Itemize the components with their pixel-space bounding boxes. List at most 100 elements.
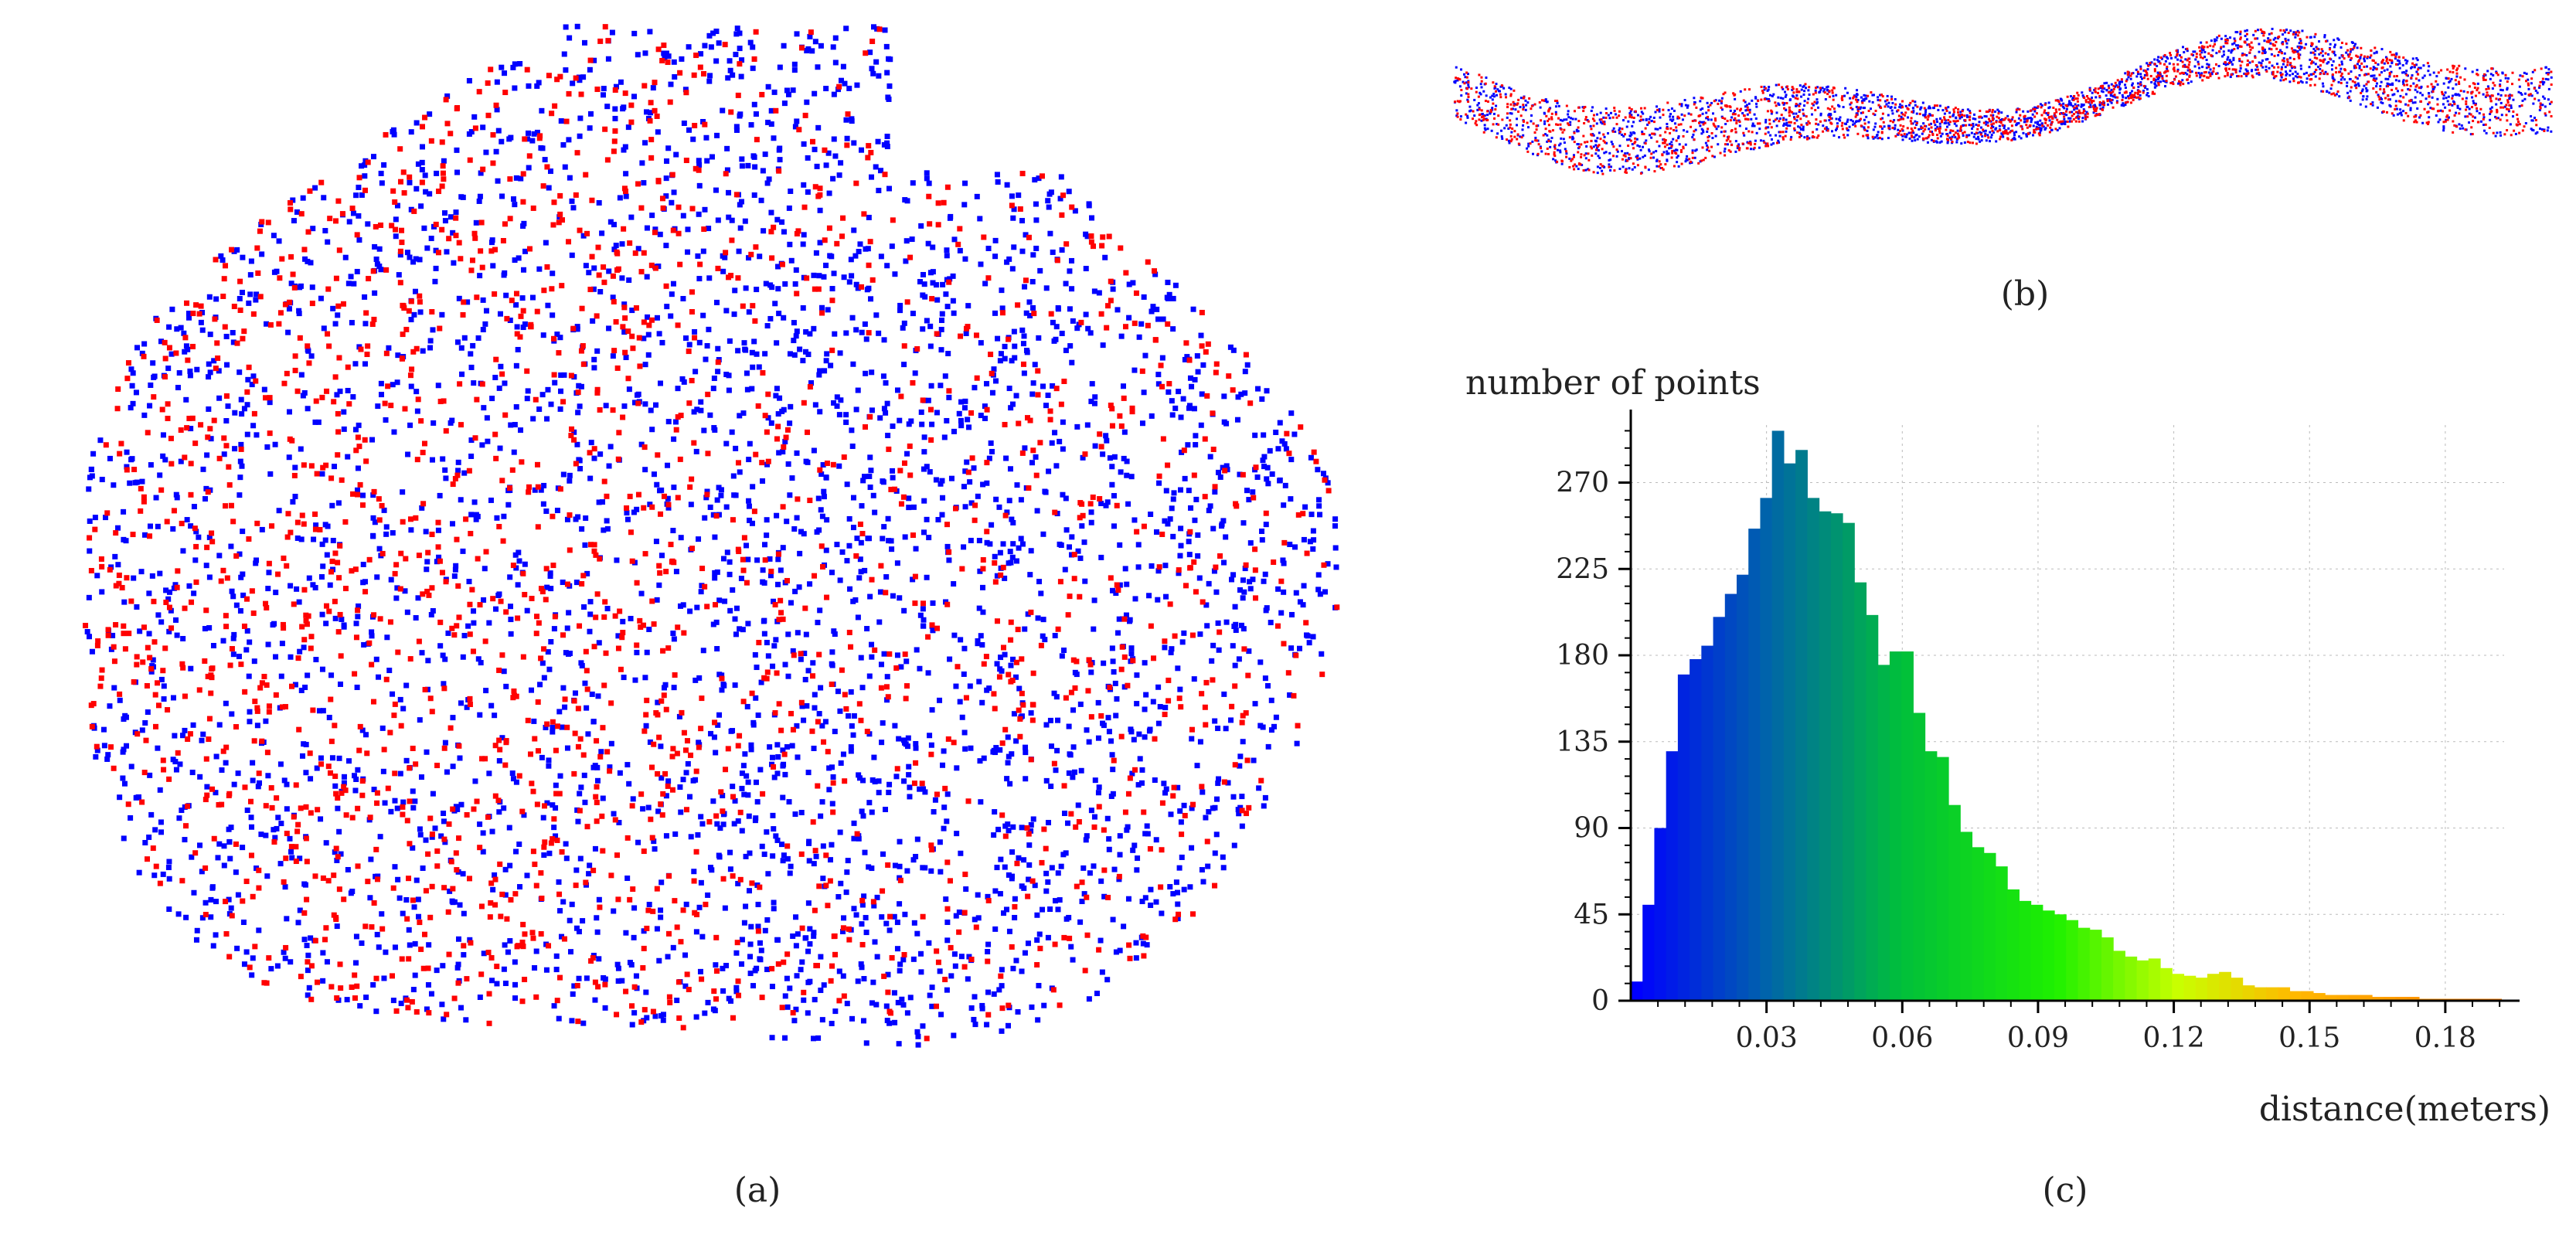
point: [194, 927, 200, 933]
point: [831, 91, 837, 97]
point: [607, 768, 613, 774]
point: [587, 862, 593, 869]
point: [569, 1018, 575, 1024]
point: [400, 811, 406, 818]
point: [1002, 355, 1008, 362]
point: [563, 24, 569, 30]
point: [737, 225, 744, 231]
point: [277, 310, 284, 316]
point: [1005, 760, 1011, 766]
point: [513, 848, 519, 855]
point: [439, 311, 445, 318]
point: [782, 661, 788, 668]
point: [507, 938, 513, 944]
point: [1269, 471, 1275, 478]
point: [634, 649, 640, 655]
point: [480, 124, 486, 131]
point: [240, 254, 246, 260]
point: [372, 290, 378, 296]
point: [837, 708, 843, 714]
point: [397, 770, 403, 777]
point: [855, 285, 861, 291]
point: [413, 185, 420, 192]
point: [1195, 553, 1201, 559]
point: [461, 335, 468, 341]
point: [999, 1028, 1005, 1034]
point: [342, 586, 349, 592]
point: [706, 326, 712, 332]
point: [535, 748, 541, 754]
point: [972, 385, 978, 391]
point: [733, 984, 740, 991]
point: [701, 70, 707, 77]
point: [207, 369, 213, 376]
point: [730, 473, 737, 479]
point: [284, 563, 290, 569]
point: [1006, 1002, 1012, 1008]
point: [815, 495, 822, 502]
point: [488, 899, 494, 906]
point: [1264, 476, 1270, 482]
point: [866, 262, 872, 268]
point: [946, 388, 952, 394]
point: [943, 896, 949, 903]
point: [929, 707, 935, 713]
point: [926, 940, 932, 946]
point: [596, 272, 602, 278]
point: [589, 253, 595, 260]
point: [1071, 769, 1077, 775]
point: [415, 595, 421, 601]
point: [829, 286, 835, 292]
point: [1009, 516, 1015, 522]
point: [691, 440, 697, 446]
point: [520, 223, 526, 230]
point: [698, 814, 704, 820]
point: [153, 863, 159, 869]
point: [254, 432, 260, 438]
point: [1076, 818, 1082, 825]
point: [1212, 718, 1218, 724]
point: [992, 237, 999, 243]
point: [1229, 576, 1235, 583]
point: [499, 735, 505, 741]
point: [479, 381, 485, 387]
point: [660, 205, 666, 211]
point: [236, 653, 242, 659]
point: [965, 469, 972, 475]
point: [675, 414, 681, 420]
point: [982, 281, 989, 287]
point: [356, 237, 362, 243]
point: [1300, 511, 1306, 517]
point: [175, 385, 181, 391]
point: [1182, 812, 1188, 818]
point: [826, 787, 832, 793]
point: [469, 257, 475, 264]
point: [938, 869, 944, 875]
point: [810, 819, 816, 825]
point: [812, 705, 818, 711]
point: [259, 738, 265, 744]
point: [1281, 502, 1287, 508]
point: [298, 805, 304, 811]
point: [845, 111, 851, 117]
point: [577, 403, 583, 410]
point: [203, 563, 209, 569]
point: [295, 920, 301, 926]
point: [1070, 744, 1077, 750]
point: [301, 462, 307, 468]
point: [99, 667, 105, 673]
point: [442, 210, 448, 216]
point: [278, 673, 284, 679]
point: [691, 409, 697, 415]
point: [584, 824, 590, 830]
point: [1095, 735, 1101, 741]
point: [712, 575, 718, 581]
point: [741, 920, 747, 926]
point: [513, 404, 519, 410]
point: [535, 699, 541, 705]
point: [742, 218, 748, 224]
point: [924, 170, 930, 176]
point: [399, 355, 405, 362]
point: [750, 364, 756, 370]
point: [840, 751, 846, 757]
